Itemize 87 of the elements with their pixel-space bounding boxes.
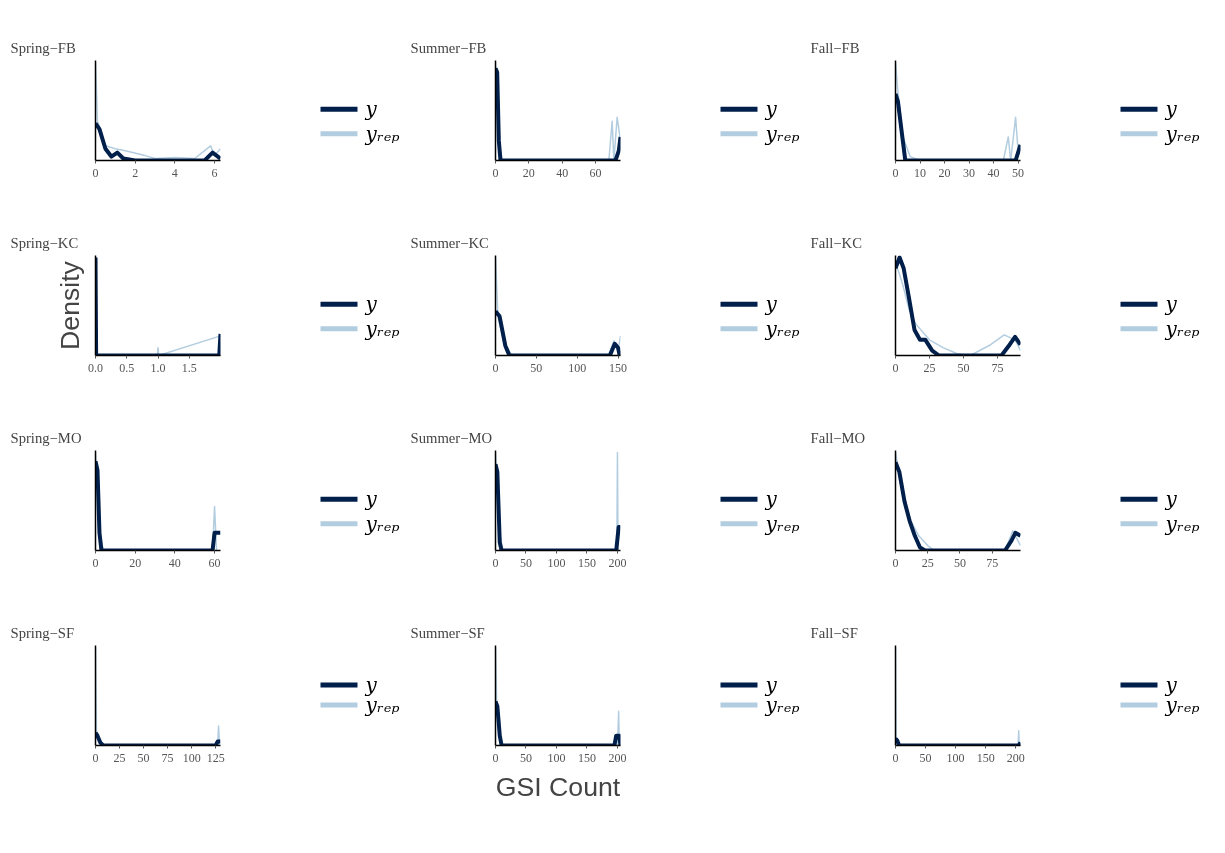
x-tick-label: 75	[161, 750, 174, 765]
x-tick-label: 60	[589, 165, 602, 180]
chart-title: Spring−FB	[10, 39, 76, 56]
legend-label: yᵣₑₚ	[764, 316, 800, 341]
legend-label: yᵣₑₚ	[364, 511, 400, 536]
x-tick-label: 0	[492, 165, 499, 180]
chart-title: Summer−KC	[410, 234, 489, 251]
x-tick-label: 6	[211, 165, 218, 180]
x-tick-label: 100	[182, 750, 201, 765]
legend-label: yᵣₑₚ	[1164, 121, 1200, 146]
legend-label: yᵣₑₚ	[764, 121, 800, 146]
legend-label: y	[364, 292, 378, 317]
x-tick-label: 50	[919, 750, 932, 765]
chart-title: Summer−MO	[410, 429, 493, 446]
x-tick-label: 20	[522, 165, 535, 180]
legend-label: yᵣₑₚ	[364, 121, 400, 146]
x-tick-label: 50	[530, 360, 543, 375]
x-tick-label: 0	[892, 750, 899, 765]
x-tick-label: 40	[168, 555, 181, 570]
legend-label: yᵣₑₚ	[764, 511, 800, 536]
chart-title: Spring−MO	[10, 429, 82, 446]
x-tick-label: 0	[492, 555, 499, 570]
x-tick-label: 50	[1012, 165, 1025, 180]
legend-label: y	[764, 97, 778, 122]
legend-label: y	[764, 292, 778, 317]
x-tick-label: 50	[957, 360, 970, 375]
legend-label: yᵣₑₚ	[364, 316, 400, 341]
x-tick-label: 10	[914, 165, 927, 180]
x-tick-label: 50	[519, 750, 532, 765]
legend-label: yᵣₑₚ	[1164, 316, 1200, 341]
x-tick-label: 150	[609, 360, 628, 375]
x-tick-label: 75	[986, 555, 999, 570]
x-tick-label: 40	[987, 165, 1000, 180]
x-tick-label: 0	[492, 360, 499, 375]
chart-title: Summer−SF	[410, 624, 485, 641]
x-tick-label: 50	[519, 555, 532, 570]
legend-label: y	[364, 97, 378, 122]
x-tick-label: 50	[137, 750, 150, 765]
x-axis-title: GSI Count	[495, 771, 621, 802]
x-tick-label: 0.5	[119, 360, 135, 375]
x-tick-label: 50	[953, 555, 966, 570]
x-tick-label: 0	[492, 750, 499, 765]
x-tick-label: 200	[608, 750, 627, 765]
legend-label: y	[1164, 292, 1178, 317]
x-tick-label: 20	[129, 555, 142, 570]
x-tick-label: 40	[556, 165, 569, 180]
x-tick-label: 0	[892, 165, 899, 180]
x-tick-label: 150	[577, 750, 596, 765]
x-tick-label: 30	[963, 165, 976, 180]
x-tick-label: 0.0	[88, 360, 103, 375]
x-tick-label: 25	[923, 360, 936, 375]
x-tick-label: 75	[991, 360, 1004, 375]
x-tick-label: 20	[938, 165, 951, 180]
x-tick-label: 0	[92, 750, 99, 765]
chart-title: Spring−KC	[10, 234, 79, 251]
x-tick-label: 0	[92, 165, 99, 180]
x-tick-label: 100	[547, 750, 566, 765]
legend-label: yᵣₑₚ	[1164, 511, 1200, 536]
x-tick-label: 100	[946, 750, 965, 765]
legend-label: y	[764, 487, 778, 512]
x-tick-label: 4	[171, 165, 178, 180]
chart-title: Summer−FB	[410, 39, 487, 56]
chart-title: Spring−SF	[10, 624, 75, 641]
legend-label: y	[364, 487, 378, 512]
chart-title: Fall−MO	[810, 429, 866, 446]
chart-title: Fall−FB	[810, 39, 860, 56]
chart-title: Fall−SF	[810, 624, 858, 641]
x-tick-label: 125	[206, 750, 225, 765]
x-tick-label: 0	[92, 555, 99, 570]
x-tick-label: 0	[892, 360, 899, 375]
x-tick-label: 200	[608, 555, 627, 570]
legend-label: y	[1164, 487, 1178, 512]
x-tick-label: 2	[132, 165, 139, 180]
chart-title: Fall−KC	[810, 234, 862, 251]
x-tick-label: 25	[113, 750, 126, 765]
y-axis-title: Density	[54, 260, 85, 350]
x-tick-label: 200	[1006, 750, 1025, 765]
x-tick-label: 150	[976, 750, 995, 765]
x-tick-label: 100	[547, 555, 566, 570]
legend-label: y	[1164, 97, 1178, 122]
x-tick-label: 150	[577, 555, 596, 570]
x-tick-label: 0	[892, 555, 899, 570]
x-tick-label: 25	[921, 555, 934, 570]
x-tick-label: 1.0	[150, 360, 166, 375]
x-tick-label: 100	[568, 360, 587, 375]
x-tick-label: 60	[208, 555, 221, 570]
x-tick-label: 1.5	[181, 360, 197, 375]
